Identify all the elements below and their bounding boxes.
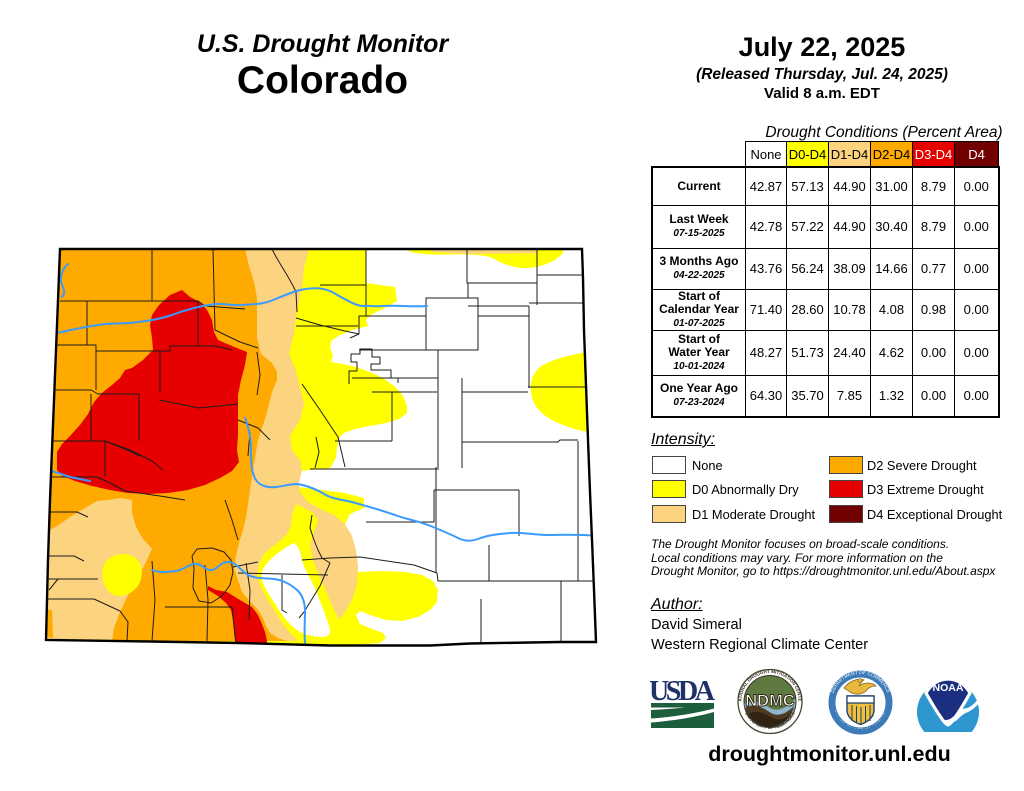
svg-text:NDMC: NDMC — [745, 692, 795, 710]
svg-text:NOAA: NOAA — [933, 682, 964, 694]
svg-text:USDA: USDA — [650, 676, 716, 707]
